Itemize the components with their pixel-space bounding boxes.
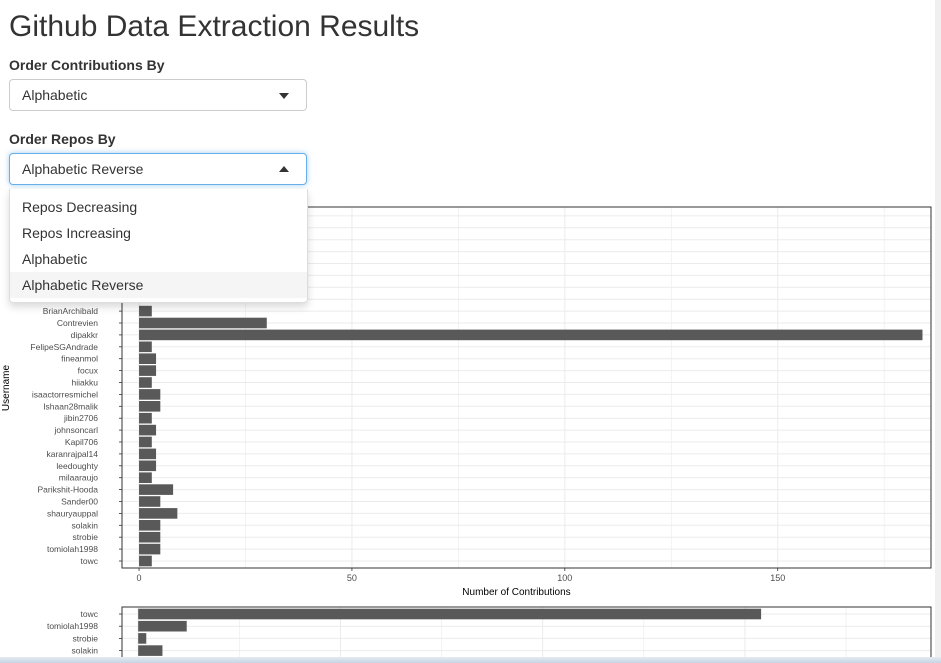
bar-isaactorresmichel	[139, 389, 161, 400]
bar-ishaan28malik	[139, 401, 161, 412]
x-axis-label: Number of Contributions	[462, 587, 570, 598]
tick-label-hiiakku: hiiakku	[72, 378, 99, 388]
tick-label-felipesgandrade: FelipeSGAndrade	[30, 342, 98, 352]
bar-brianarchibald	[139, 305, 152, 317]
dropdown-option-repos-increasing[interactable]: Repos Increasing	[22, 225, 131, 241]
tick-label-towc: towc	[81, 556, 99, 566]
bar-parikshit-hooda	[139, 484, 174, 495]
bar-focux	[139, 365, 157, 376]
tick-label-ishaan28malik: Ishaan28malik	[43, 401, 99, 411]
bar-solakin	[139, 520, 161, 531]
page-scrollbar[interactable]	[935, 0, 941, 663]
bar2-towc	[138, 608, 762, 620]
bar-shauryauppal	[139, 508, 178, 519]
bar2-solakin	[138, 645, 163, 656]
tick-label-focux: focux	[78, 366, 99, 376]
x-tick-label-0: 0	[137, 573, 142, 583]
chart-border	[121, 206, 932, 569]
dropdown-option-alphabetic[interactable]: Alphabetic	[22, 251, 88, 267]
window-bottom-edge	[0, 657, 941, 663]
tick-label-strobie: strobie	[72, 532, 98, 542]
chevron-down-icon	[279, 93, 289, 99]
bar-milaaraujo	[139, 472, 152, 483]
tick-label-brianarchibald: BrianArchibald	[43, 306, 99, 316]
bar-sander00	[139, 496, 161, 507]
tick-label-tomiolah1998: tomiolah1998	[47, 544, 98, 554]
x-tick-label-50: 50	[347, 573, 357, 583]
tick-label-kapil706: Kapil706	[65, 437, 98, 447]
page-title: Github Data Extraction Results	[9, 10, 420, 43]
bar-kapil706	[139, 436, 152, 448]
order-repos-value: Alphabetic Reverse	[22, 161, 144, 177]
tick-label-isaactorresmichel: isaactorresmichel	[32, 389, 98, 399]
x-tick-label-100: 100	[557, 573, 572, 583]
tick-label-fineanmol: fineanmol	[61, 354, 98, 364]
tick-label-sander00: Sander00	[61, 497, 98, 507]
tick2-label-solakin: solakin	[72, 646, 99, 656]
bar2-tomiolah1998	[138, 620, 187, 632]
tick-label-jibin2706: jibin2706	[63, 413, 98, 423]
order-contributions-select[interactable]: Alphabetic	[9, 79, 307, 111]
tick-label-contrevien: Contrevien	[57, 318, 98, 328]
bar-fineanmol	[139, 353, 157, 364]
tick-label-milaaraujo: milaaraujo	[59, 473, 98, 483]
bar-leedoughty	[139, 460, 157, 472]
tick-label-shauryauppal: shauryauppal	[47, 508, 98, 518]
order-repos-select[interactable]: Alphabetic Reverse	[9, 153, 307, 185]
bar-tomiolah1998	[139, 543, 161, 555]
order-repos-label: Order Repos By	[9, 131, 116, 147]
tick-label-parikshit-hooda: Parikshit-Hooda	[38, 485, 99, 495]
bar-strobie	[139, 531, 161, 543]
order-contributions-value: Alphabetic	[22, 87, 88, 103]
chevron-up-icon	[279, 166, 289, 172]
chart2-border	[121, 606, 932, 663]
dropdown-option-alphabetic-reverse[interactable]: Alphabetic Reverse	[10, 272, 307, 298]
x-tick-label-150: 150	[770, 573, 785, 583]
tick2-label-tomiolah1998: tomiolah1998	[47, 621, 98, 631]
bar-johnsoncarl	[139, 424, 157, 436]
tick-label-karanrajpal14: karanrajpal14	[46, 449, 98, 459]
y-axis-label: Username	[1, 365, 12, 412]
bar-hiiakku	[139, 377, 152, 388]
bar-dipakkr	[139, 329, 923, 341]
order-contributions-label: Order Contributions By	[9, 57, 165, 73]
bar2-strobie	[138, 633, 147, 644]
bar-karanrajpal14	[139, 448, 157, 460]
tick-label-johnsoncarl: johnsoncarl	[54, 425, 99, 435]
tick2-label-towc: towc	[81, 609, 99, 619]
bar-towc	[139, 555, 152, 567]
tick2-label-strobie: strobie	[72, 633, 98, 643]
bar-jibin2706	[139, 412, 152, 424]
tick-label-leedoughty: leedoughty	[56, 461, 98, 471]
tick-label-dipakkr: dipakkr	[71, 330, 99, 340]
dropdown-option-repos-decreasing[interactable]: Repos Decreasing	[22, 199, 138, 215]
order-repos-dropdown: Repos Decreasing Repos Increasing Alphab…	[9, 189, 308, 303]
bar-contrevien	[139, 317, 267, 329]
tick-label-solakin: solakin	[72, 520, 99, 530]
bar-felipesgandrade	[139, 341, 152, 353]
